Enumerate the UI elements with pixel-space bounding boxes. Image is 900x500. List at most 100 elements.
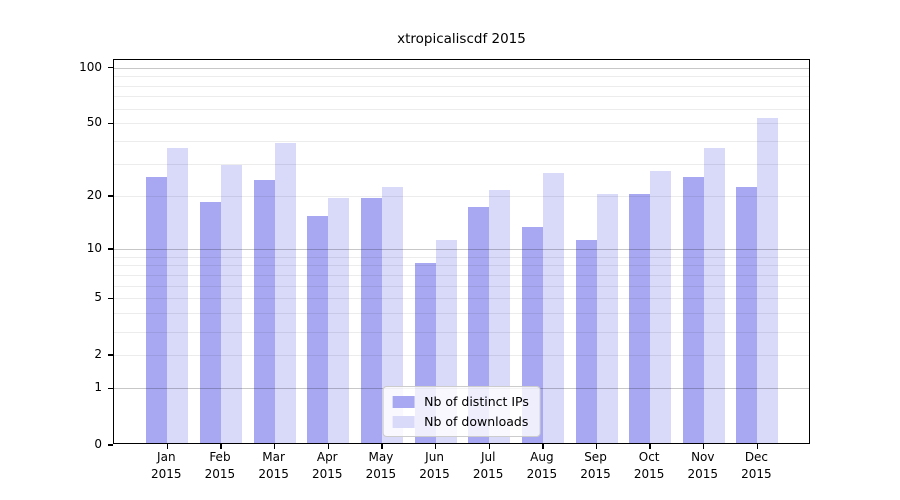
bar-distinct-ips-oct [629, 194, 651, 443]
bar-distinct-ips-mar [253, 179, 275, 443]
x-tick-year-may: 2015 [365, 466, 397, 481]
gridline-7 [114, 274, 809, 276]
x-tick-label-jan: Jan 2015 [134, 449, 198, 482]
x-tick-year-nov: 2015 [687, 466, 719, 481]
gridline-80 [114, 85, 809, 87]
x-tick-mark-jul [488, 444, 490, 449]
x-tick-mark-sep [595, 444, 598, 449]
y-tick-mark-20 [108, 195, 113, 197]
y-tick-mark-2 [108, 354, 113, 356]
legend-entry-distinct-ips: Nb of distinct IPs [392, 394, 529, 409]
x-tick-mark-feb [220, 444, 222, 449]
x-tick-label-nov: Nov 2015 [671, 449, 735, 482]
x-tick-year-jun: 2015 [419, 466, 450, 481]
x-tick-label-jun: Jun 2015 [403, 449, 467, 482]
y-tick-label-100: 100 [79, 59, 102, 74]
bar-distinct-ips-feb [199, 202, 221, 443]
gridline-70 [114, 96, 809, 98]
bar-downloads-may [381, 186, 403, 443]
x-tick-label-dec: Dec 2015 [724, 449, 788, 482]
y-tick-label-20: 20 [86, 188, 102, 203]
y-tick-mark-0 [108, 444, 113, 446]
x-tick-label-mar: Mar 2015 [242, 449, 306, 482]
bar-distinct-ips-apr [307, 216, 329, 443]
x-tick-label-apr: Apr 2015 [295, 449, 359, 482]
bar-distinct-ips-jul [468, 206, 490, 443]
x-tick-year-apr: 2015 [311, 466, 343, 481]
x-tick-label-sep: Sep 2015 [564, 449, 628, 482]
legend-swatch-downloads [392, 415, 415, 428]
plot-area: Nb of distinct IPs Nb of downloads [108, 59, 810, 449]
y-tick-label-2: 2 [94, 347, 102, 362]
gridline-5 [114, 298, 809, 300]
gridline-40 [114, 141, 809, 143]
bar-distinct-ips-sep [575, 239, 597, 443]
x-tick-mark-dec [756, 444, 759, 449]
y-tick-mark-5 [108, 297, 113, 300]
bar-downloads-jul [489, 190, 511, 443]
legend-label-distinct-ips: Nb of distinct IPs [424, 394, 529, 409]
y-tick-mark-50 [108, 122, 113, 125]
x-tick-mark-mar [273, 444, 276, 449]
gridline-3 [114, 331, 809, 333]
bar-downloads-dec [757, 118, 779, 443]
x-tick-mark-may [381, 444, 383, 449]
gridline-4 [114, 313, 809, 315]
legend: Nb of distinct IPs Nb of downloads [382, 386, 541, 437]
gridline-60 [114, 108, 809, 110]
bar-downloads-jan [167, 147, 189, 443]
bar-distinct-ips-jan [146, 176, 168, 443]
bar-distinct-ips-may [360, 198, 382, 443]
x-tick-year-jul: 2015 [472, 466, 504, 481]
y-tick-mark-100 [108, 66, 113, 69]
gridline-9 [114, 256, 809, 258]
legend-swatch-distinct-ips [392, 395, 415, 408]
bar-downloads-aug [542, 173, 564, 443]
bar-distinct-ips-dec [736, 186, 758, 443]
gridline-100 [114, 67, 809, 69]
bar-downloads-nov [703, 147, 725, 443]
bar-downloads-oct [650, 170, 672, 443]
x-tick-year-aug: 2015 [526, 466, 558, 481]
x-tick-year-sep: 2015 [580, 466, 611, 481]
x-tick-mark-jun [434, 444, 437, 449]
chart-title: xtropicaliscdf 2015 [397, 31, 526, 47]
x-tick-label-aug: Aug 2015 [510, 449, 574, 482]
gridline-10 [114, 248, 809, 250]
gridline-30 [114, 164, 809, 166]
y-tick-label-10: 10 [86, 240, 102, 255]
bar-downloads-mar [274, 143, 296, 443]
x-tick-label-oct: Oct 2015 [617, 449, 681, 482]
legend-label-downloads: Nb of downloads [424, 414, 529, 429]
legend-entry-downloads: Nb of downloads [392, 414, 529, 429]
y-tick-label-0: 0 [94, 437, 102, 451]
gridline-6 [114, 285, 809, 287]
y-tick-mark-1 [108, 387, 113, 389]
x-tick-label-may: May 2015 [349, 449, 413, 482]
x-tick-mark-oct [649, 444, 651, 449]
x-tick-year-dec: 2015 [741, 466, 772, 481]
bar-downloads-apr [328, 198, 350, 443]
gridline-50 [114, 123, 809, 125]
x-tick-year-jan: 2015 [151, 466, 182, 481]
gridline-8 [114, 265, 809, 267]
gridline-2 [114, 355, 809, 357]
x-tick-mark-aug [542, 444, 544, 449]
bar-downloads-sep [596, 194, 618, 443]
y-tick-label-5: 5 [94, 290, 102, 305]
x-tick-year-feb: 2015 [204, 466, 236, 481]
x-tick-mark-nov [703, 444, 705, 449]
y-tick-label-1: 1 [94, 380, 102, 395]
gridline-20 [114, 196, 809, 198]
x-tick-mark-jan [166, 444, 168, 449]
x-tick-year-oct: 2015 [633, 466, 665, 481]
y-tick-mark-10 [108, 248, 113, 250]
gridline-90 [114, 76, 809, 78]
y-tick-label-50: 50 [86, 115, 102, 130]
x-tick-label-jul: Jul 2015 [456, 449, 520, 482]
x-tick-year-mar: 2015 [258, 466, 289, 481]
bar-downloads-feb [220, 164, 242, 443]
x-tick-label-feb: Feb 2015 [188, 449, 252, 482]
x-tick-mark-apr [327, 444, 329, 449]
